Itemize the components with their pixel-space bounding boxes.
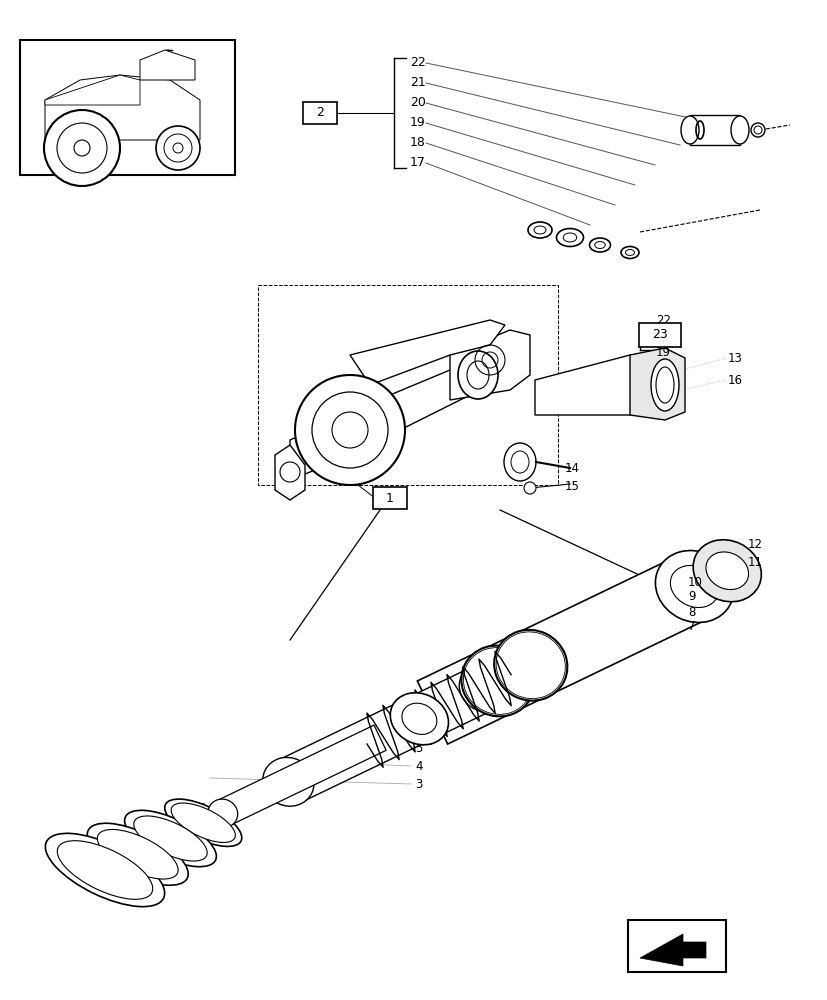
Ellipse shape bbox=[650, 359, 678, 411]
Ellipse shape bbox=[98, 829, 178, 879]
Ellipse shape bbox=[495, 632, 565, 699]
Ellipse shape bbox=[705, 552, 748, 590]
Text: 20: 20 bbox=[409, 97, 425, 109]
Ellipse shape bbox=[57, 841, 152, 899]
Text: 8: 8 bbox=[687, 605, 695, 618]
Ellipse shape bbox=[692, 540, 761, 602]
Bar bbox=[20, 40, 235, 175]
Ellipse shape bbox=[457, 351, 497, 399]
Text: 5: 5 bbox=[414, 742, 422, 754]
Ellipse shape bbox=[620, 246, 638, 258]
Polygon shape bbox=[629, 348, 684, 420]
Ellipse shape bbox=[87, 823, 188, 885]
Text: 15: 15 bbox=[564, 480, 579, 492]
Text: 22: 22 bbox=[655, 314, 670, 326]
Text: 19: 19 bbox=[409, 116, 425, 129]
Bar bbox=[258, 285, 557, 485]
Polygon shape bbox=[45, 75, 200, 140]
Ellipse shape bbox=[124, 810, 216, 867]
Ellipse shape bbox=[528, 222, 552, 238]
Ellipse shape bbox=[171, 803, 235, 842]
Ellipse shape bbox=[730, 116, 748, 144]
Ellipse shape bbox=[134, 816, 207, 861]
Text: 19: 19 bbox=[655, 346, 670, 359]
Text: 11: 11 bbox=[747, 556, 762, 568]
Text: 4: 4 bbox=[414, 760, 422, 772]
Text: 2: 2 bbox=[316, 106, 323, 119]
Polygon shape bbox=[275, 445, 304, 500]
Ellipse shape bbox=[262, 757, 313, 806]
Text: 13: 13 bbox=[727, 352, 742, 364]
Circle shape bbox=[155, 126, 200, 170]
Polygon shape bbox=[350, 320, 504, 385]
Ellipse shape bbox=[655, 551, 733, 622]
Ellipse shape bbox=[401, 703, 437, 734]
Text: 6: 6 bbox=[414, 724, 422, 736]
Text: 10: 10 bbox=[687, 576, 702, 588]
Text: 22: 22 bbox=[409, 56, 425, 70]
Text: 23: 23 bbox=[652, 328, 667, 342]
Polygon shape bbox=[639, 934, 705, 966]
Polygon shape bbox=[140, 50, 195, 80]
Polygon shape bbox=[289, 360, 490, 480]
Ellipse shape bbox=[165, 799, 241, 846]
Text: 16: 16 bbox=[727, 373, 742, 386]
Circle shape bbox=[44, 110, 120, 186]
Ellipse shape bbox=[45, 833, 165, 907]
Ellipse shape bbox=[750, 123, 764, 137]
Ellipse shape bbox=[390, 693, 448, 745]
Text: 1: 1 bbox=[385, 491, 394, 504]
Polygon shape bbox=[534, 355, 659, 415]
Ellipse shape bbox=[463, 648, 532, 714]
Polygon shape bbox=[417, 555, 709, 744]
Polygon shape bbox=[278, 666, 495, 803]
Bar bbox=[372, 487, 407, 509]
Ellipse shape bbox=[494, 630, 566, 701]
Polygon shape bbox=[45, 75, 140, 105]
Text: 21: 21 bbox=[409, 77, 425, 90]
Circle shape bbox=[294, 375, 404, 485]
Ellipse shape bbox=[461, 646, 534, 716]
Text: 18: 18 bbox=[409, 136, 425, 149]
Ellipse shape bbox=[589, 238, 609, 252]
Text: 9: 9 bbox=[687, 590, 695, 603]
Ellipse shape bbox=[670, 565, 718, 608]
Ellipse shape bbox=[208, 799, 237, 827]
Polygon shape bbox=[449, 330, 529, 400]
Text: 14: 14 bbox=[564, 462, 579, 475]
Bar bbox=[303, 102, 337, 124]
Text: 12: 12 bbox=[747, 538, 762, 552]
Text: 3: 3 bbox=[414, 778, 422, 790]
Ellipse shape bbox=[459, 663, 510, 712]
Circle shape bbox=[523, 482, 535, 494]
Polygon shape bbox=[689, 115, 739, 145]
Text: 17: 17 bbox=[409, 156, 425, 169]
Bar bbox=[627, 920, 725, 972]
Bar bbox=[638, 323, 680, 347]
Ellipse shape bbox=[680, 116, 698, 144]
Text: 7: 7 bbox=[687, 620, 695, 634]
Ellipse shape bbox=[504, 443, 535, 481]
Ellipse shape bbox=[556, 229, 583, 246]
Polygon shape bbox=[217, 725, 385, 826]
